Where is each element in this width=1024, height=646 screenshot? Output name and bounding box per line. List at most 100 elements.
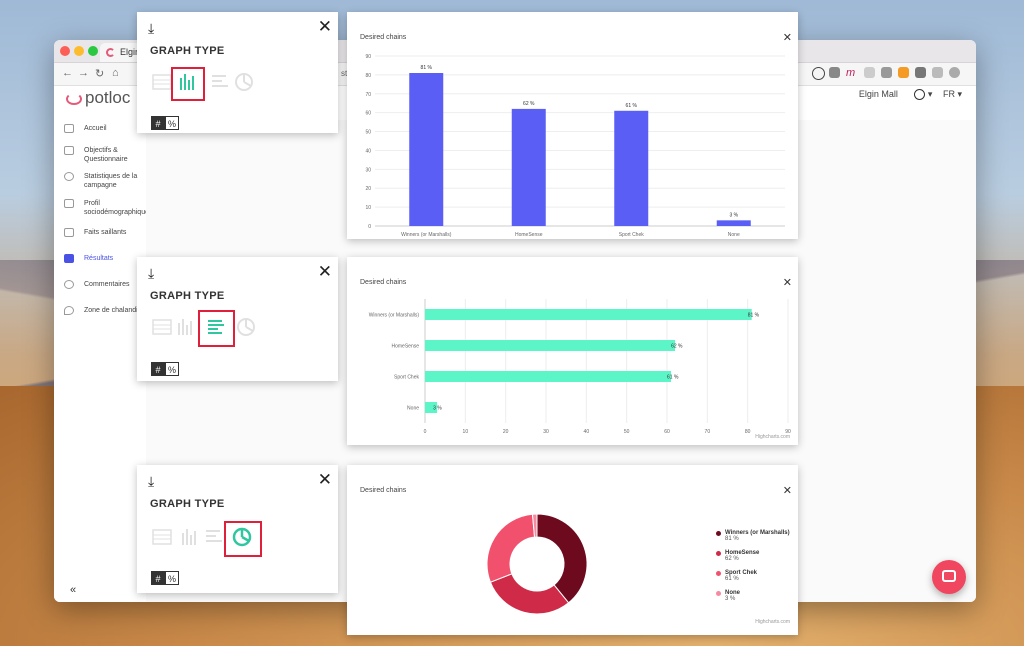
percent-toggle-button[interactable]: % [165,116,179,130]
forward-icon[interactable]: → [78,67,89,79]
data-label: 81 % [748,313,760,319]
legend-item[interactable]: Winners (or Marshalls) 81 % [716,530,790,550]
selected-graph-type-frame [171,67,205,101]
chat-support-button[interactable] [932,560,966,594]
table-chart-icon[interactable] [152,72,172,92]
extension-shield-icon[interactable] [829,67,840,78]
x-tick-label: Sport Chek [619,232,645,238]
extension-info-icon[interactable] [812,67,825,80]
y-tick-label: Sport Chek [394,375,420,381]
user-avatar-icon[interactable] [914,89,926,101]
bar-chart-icon[interactable] [206,317,226,337]
extension-globe-icon[interactable] [949,67,960,78]
count-toggle-button[interactable]: # [151,571,165,585]
back-icon[interactable]: ← [62,67,73,79]
close-window-icon[interactable] [60,46,70,56]
graph-type-title: GRAPH TYPE [150,498,225,510]
bar-chart-icon[interactable] [210,72,230,92]
table-chart-icon[interactable] [152,317,172,337]
legend-value: 81 % [725,536,739,542]
chevron-down-icon[interactable]: ▾ [927,89,933,99]
chevron-down-icon[interactable]: ▾ [957,89,962,99]
download-icon[interactable]: ⤓ [148,265,155,281]
extension-m2-icon[interactable] [898,67,909,78]
x-tick-label: 80 [745,429,751,435]
user-menu[interactable]: Elgin Mall ▾ FR ▾ [858,89,962,101]
x-tick-label: None [728,232,740,238]
legend-item[interactable]: Sport Chek 61 % [716,570,790,590]
legend-value: 62 % [725,556,739,562]
url-fragment[interactable]: st [341,69,348,78]
collapse-sidebar-button[interactable]: « [70,584,77,596]
donut-slice [489,573,570,615]
close-icon[interactable]: ✕ [317,17,332,36]
pie-chart-icon[interactable] [232,527,252,547]
chart-credit[interactable]: Highcharts.com [755,434,790,440]
legend-item[interactable]: HomeSense 62 % [716,550,790,570]
donut-slice [531,513,538,538]
close-icon[interactable]: ✕ [317,262,332,281]
value-format-toggle: #% [151,569,179,585]
column-chart-icon[interactable] [180,527,200,547]
x-tick-label: HomeSense [515,232,543,238]
percent-toggle-button[interactable]: % [165,362,179,376]
download-icon[interactable]: ⤓ [148,473,155,489]
legend-label: Sport Chek [725,570,758,576]
extension-bag-icon[interactable] [915,67,926,78]
column-chart-icon[interactable] [176,317,196,337]
data-label: 62 % [671,344,683,350]
extension-puzzle-icon[interactable] [864,67,875,78]
x-tick-label: 90 [785,429,791,435]
reload-icon[interactable]: ↻ [95,68,105,80]
minimize-window-icon[interactable] [74,46,84,56]
close-icon[interactable]: ✕ [782,32,792,44]
column-bar [511,108,546,226]
table-chart-icon[interactable] [152,527,172,547]
bar-chart: 0 10 20 30 40 50 60 70 80 90 81 % Winners (or Marsh… [369,299,791,435]
bar-chart-icon[interactable] [204,527,224,547]
legend-swatch [716,591,721,596]
pin-icon [64,306,74,315]
home-icon[interactable]: ⌂ [112,67,119,79]
pie-chart-icon[interactable] [234,72,254,92]
count-toggle-button[interactable]: # [151,362,165,376]
close-icon[interactable]: ✕ [317,470,332,489]
data-label: 61 % [626,103,638,109]
extension-shield2-icon[interactable] [881,67,892,78]
close-icon[interactable]: ✕ [782,485,792,497]
close-icon[interactable]: ✕ [782,277,792,289]
x-tick-label: 0 [424,429,427,435]
column-chart-icon[interactable] [178,72,198,92]
potloc-logo[interactable]: potloc [66,88,130,108]
maximize-window-icon[interactable] [88,46,98,56]
language-selector[interactable]: FR [942,89,955,99]
app-header: potloc Elgin Mall ▾ FR ▾ [54,84,976,120]
comment-icon [64,280,74,289]
sidebar: Accueil Objectifs & Questionnaire Statis… [54,120,149,602]
extension-mail-icon[interactable] [932,67,943,78]
column-bar [614,110,649,226]
chart-credit[interactable]: Highcharts.com [755,619,790,625]
download-icon[interactable]: ⤓ [148,20,155,36]
x-tick-label: 60 [664,429,670,435]
y-tick-label: 10 [365,205,371,211]
chart-card-bar: Desired chains ✕ 0 10 20 30 40 50 60 70 80 90 81 %… [347,257,798,445]
legend-item[interactable]: None 3 % [716,590,790,610]
extension-m-icon[interactable]: m [846,67,856,79]
column-bar [716,220,751,226]
people-icon [64,199,74,208]
graph-type-panel-column: ⤓ ✕ GRAPH TYPE #% [137,12,338,133]
pie-chart-icon[interactable] [236,317,256,337]
percent-toggle-button[interactable]: % [165,571,179,585]
chart-card-pie: Desired chains ✕ Winners (or Marshalls) 8… [347,465,798,635]
graph-type-title: GRAPH TYPE [150,290,225,302]
chat-icon [942,570,956,582]
chart-card-column: Desired chains ✕ 0 10 20 30 40 50 60 70 80 90 81 %… [347,12,798,239]
horizontal-bar [425,371,672,382]
home-icon [64,124,74,133]
tab-title: Elgin M [120,47,151,57]
results-icon [64,254,74,263]
chart-title: Desired chains [360,34,407,41]
user-name: Elgin Mall [858,89,898,99]
count-toggle-button[interactable]: # [151,116,165,130]
